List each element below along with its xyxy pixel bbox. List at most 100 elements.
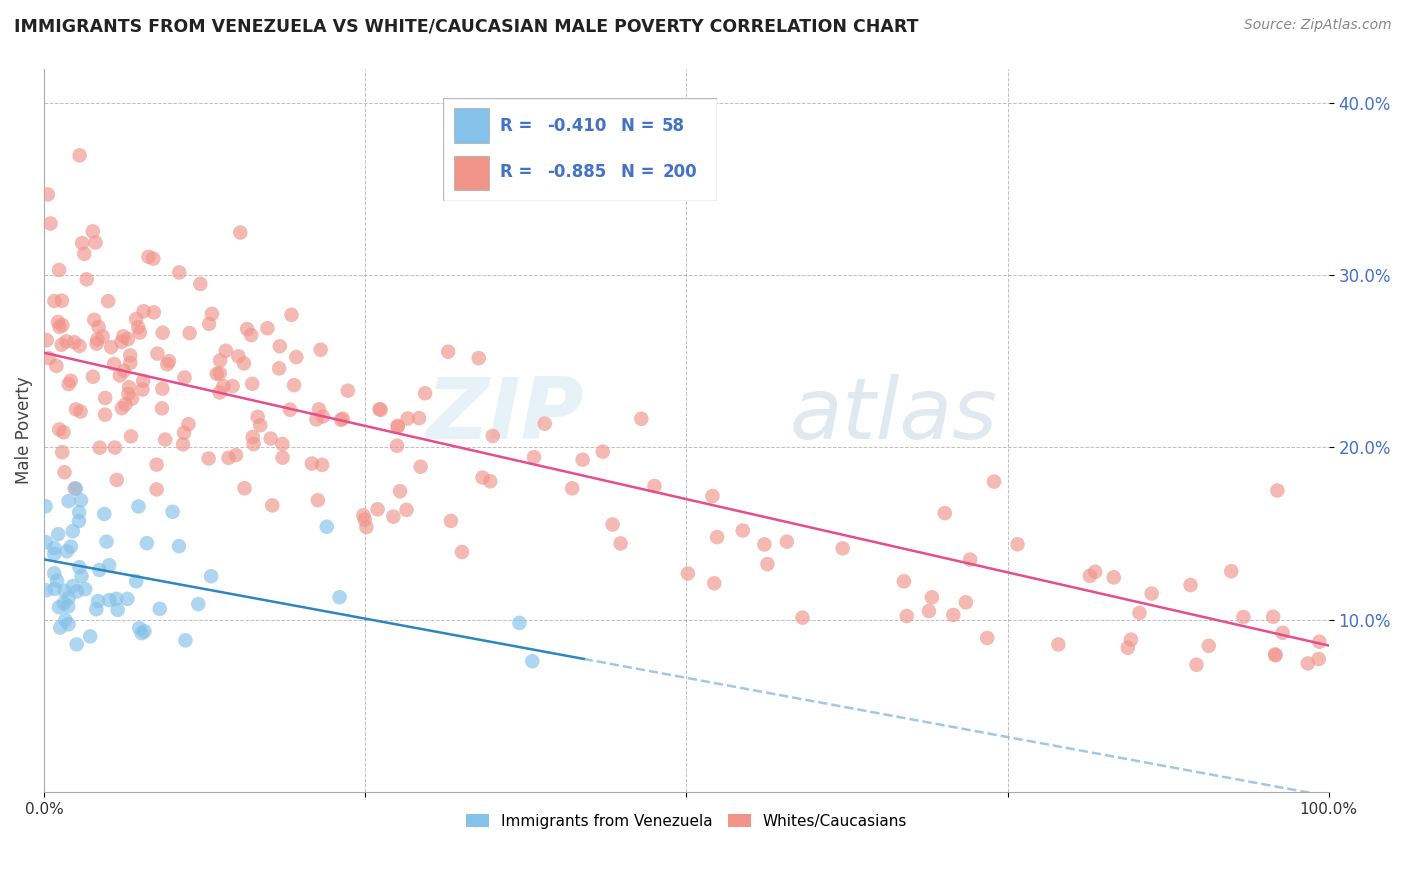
Point — [96, 534, 118, 549]
Point — [221, 379, 243, 393]
Point — [34, 500, 56, 514]
Point — [46, 574, 69, 588]
Point — [94, 408, 117, 422]
Point — [955, 595, 977, 609]
Point — [127, 320, 149, 334]
Point — [396, 411, 419, 425]
Point — [55, 334, 77, 349]
Point — [215, 343, 238, 358]
Point — [1078, 569, 1101, 583]
Point — [53, 583, 76, 598]
Point — [105, 591, 128, 606]
Point — [408, 411, 430, 425]
Point — [228, 349, 250, 363]
Point — [983, 475, 1005, 489]
Point — [65, 482, 87, 496]
Point — [893, 574, 915, 589]
Point — [82, 224, 104, 238]
Point — [233, 356, 256, 370]
Point — [132, 374, 155, 388]
Text: IMMIGRANTS FROM VENEZUELA VS WHITE/CAUCASIAN MALE POVERTY CORRELATION CHART: IMMIGRANTS FROM VENEZUELA VS WHITE/CAUCA… — [14, 18, 918, 36]
Point — [112, 329, 135, 343]
Point — [246, 409, 269, 424]
Point — [262, 499, 284, 513]
Point — [89, 441, 111, 455]
Point — [731, 524, 754, 538]
Point — [45, 359, 67, 373]
Point — [37, 187, 59, 202]
Point — [208, 385, 231, 400]
Point — [479, 475, 502, 489]
Point — [260, 432, 283, 446]
Point — [62, 579, 84, 593]
Point — [83, 313, 105, 327]
Point — [1140, 586, 1163, 600]
Point — [174, 633, 197, 648]
Point — [44, 541, 66, 555]
Point — [301, 457, 323, 471]
Point — [754, 537, 776, 551]
Point — [1308, 634, 1330, 648]
Point — [330, 413, 353, 427]
Point — [44, 566, 66, 581]
Point — [609, 536, 631, 550]
Point — [121, 392, 143, 406]
Point — [283, 378, 305, 392]
Legend: Immigrants from Venezuela, Whites/Caucasians: Immigrants from Venezuela, Whites/Caucas… — [460, 807, 914, 835]
Point — [959, 552, 981, 566]
Text: 58: 58 — [662, 117, 685, 135]
Point — [51, 293, 73, 308]
Point — [66, 584, 89, 599]
Point — [188, 277, 211, 291]
Point — [48, 422, 70, 436]
Point — [152, 326, 174, 340]
Point — [240, 376, 263, 391]
Point — [69, 339, 91, 353]
Point — [167, 539, 190, 553]
Point — [89, 563, 111, 577]
Point — [134, 624, 156, 639]
Point — [94, 391, 117, 405]
Point — [173, 425, 195, 440]
Point — [1264, 648, 1286, 662]
Point — [62, 524, 84, 538]
Point — [58, 617, 80, 632]
Text: R =: R = — [501, 163, 538, 181]
Point — [44, 547, 66, 561]
Y-axis label: Male Poverty: Male Poverty — [15, 376, 32, 484]
Point — [125, 312, 148, 326]
Point — [387, 419, 409, 434]
Point — [437, 344, 460, 359]
Point — [315, 519, 337, 533]
Point — [98, 558, 121, 573]
Text: -0.885: -0.885 — [547, 163, 606, 181]
Point — [508, 615, 530, 630]
Point — [1308, 652, 1330, 666]
Point — [308, 402, 330, 417]
Point — [187, 597, 209, 611]
Point — [70, 493, 93, 508]
Point — [173, 370, 195, 384]
Point — [336, 384, 359, 398]
Point — [48, 263, 70, 277]
Point — [218, 450, 240, 465]
Point — [52, 425, 75, 440]
Point — [56, 544, 79, 558]
Point — [934, 506, 956, 520]
Point — [1119, 632, 1142, 647]
Point — [225, 448, 247, 462]
Point — [409, 459, 432, 474]
Point — [110, 334, 132, 349]
Text: Source: ZipAtlas.com: Source: ZipAtlas.com — [1244, 18, 1392, 32]
Point — [285, 350, 308, 364]
Point — [84, 235, 107, 250]
Point — [269, 339, 291, 353]
Text: atlas: atlas — [789, 375, 997, 458]
Point — [229, 226, 252, 240]
Point — [242, 430, 264, 444]
Point — [1267, 483, 1289, 498]
Point — [117, 387, 139, 401]
Point — [44, 582, 66, 596]
Point — [48, 600, 70, 615]
Point — [145, 483, 167, 497]
